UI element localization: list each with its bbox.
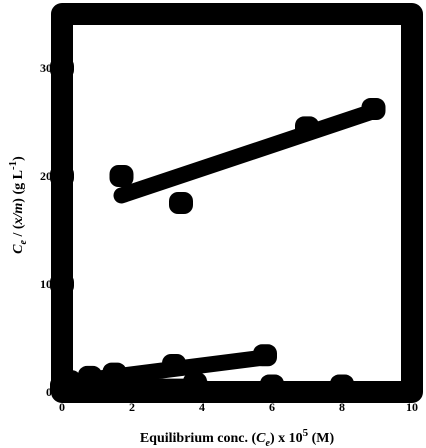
data-point <box>50 375 74 398</box>
y-title-sup: -1 <box>7 161 19 170</box>
data-point <box>109 165 134 187</box>
y-tick-label: 0 <box>46 385 52 399</box>
x-title-sub: e <box>265 438 270 448</box>
fit-line <box>113 103 382 204</box>
y-tick-label: 20 <box>40 169 52 183</box>
x-tick-label: 6 <box>269 400 275 414</box>
y-title-var: C <box>11 244 26 254</box>
y-title-tail: ) <box>11 156 26 161</box>
x-title-sup: 5 <box>303 427 309 439</box>
data-point <box>102 362 127 385</box>
data-point <box>50 57 74 79</box>
x-tick-label: 2 <box>129 400 135 414</box>
data-point <box>183 372 207 395</box>
data-point <box>253 344 277 367</box>
data-point <box>162 354 186 376</box>
data-point <box>78 365 102 388</box>
y-tick-label: 10 <box>40 277 52 291</box>
y-title-sub: e <box>18 239 29 244</box>
data-point <box>361 98 386 121</box>
x-tick-label: 0 <box>59 400 65 414</box>
x-title-post: ) x 10 <box>270 431 303 446</box>
y-title-frac: x/m <box>11 203 26 226</box>
data-point <box>50 165 74 187</box>
data-point <box>50 273 74 295</box>
data-point <box>330 374 354 397</box>
data-point <box>295 116 319 139</box>
x-tick-label: 8 <box>339 400 345 414</box>
y-title-mid: / ( <box>11 224 26 240</box>
x-title-tail: (M) <box>308 431 334 446</box>
x-tick-label: 10 <box>406 400 418 414</box>
x-tick-label: 4 <box>199 400 205 414</box>
plot-frame <box>51 3 423 403</box>
data-points <box>50 57 386 398</box>
y-ticks: 0 10 20 30 <box>40 61 52 399</box>
fit-lines <box>54 103 382 395</box>
data-point <box>169 192 193 214</box>
y-axis-title: Ce / (x/m) (g L-1) <box>7 156 29 254</box>
data-point <box>260 374 284 397</box>
x-ticks: 0 2 4 6 8 10 <box>59 400 418 414</box>
x-axis-title: Equilibrium conc. (Ce) x 105 (M) <box>140 427 335 448</box>
x-title-pre: Equilibrium conc. ( <box>140 431 257 446</box>
y-tick-label: 30 <box>40 61 52 75</box>
y-title-post: ) (g L <box>11 170 26 203</box>
x-title-var: C <box>256 431 266 446</box>
